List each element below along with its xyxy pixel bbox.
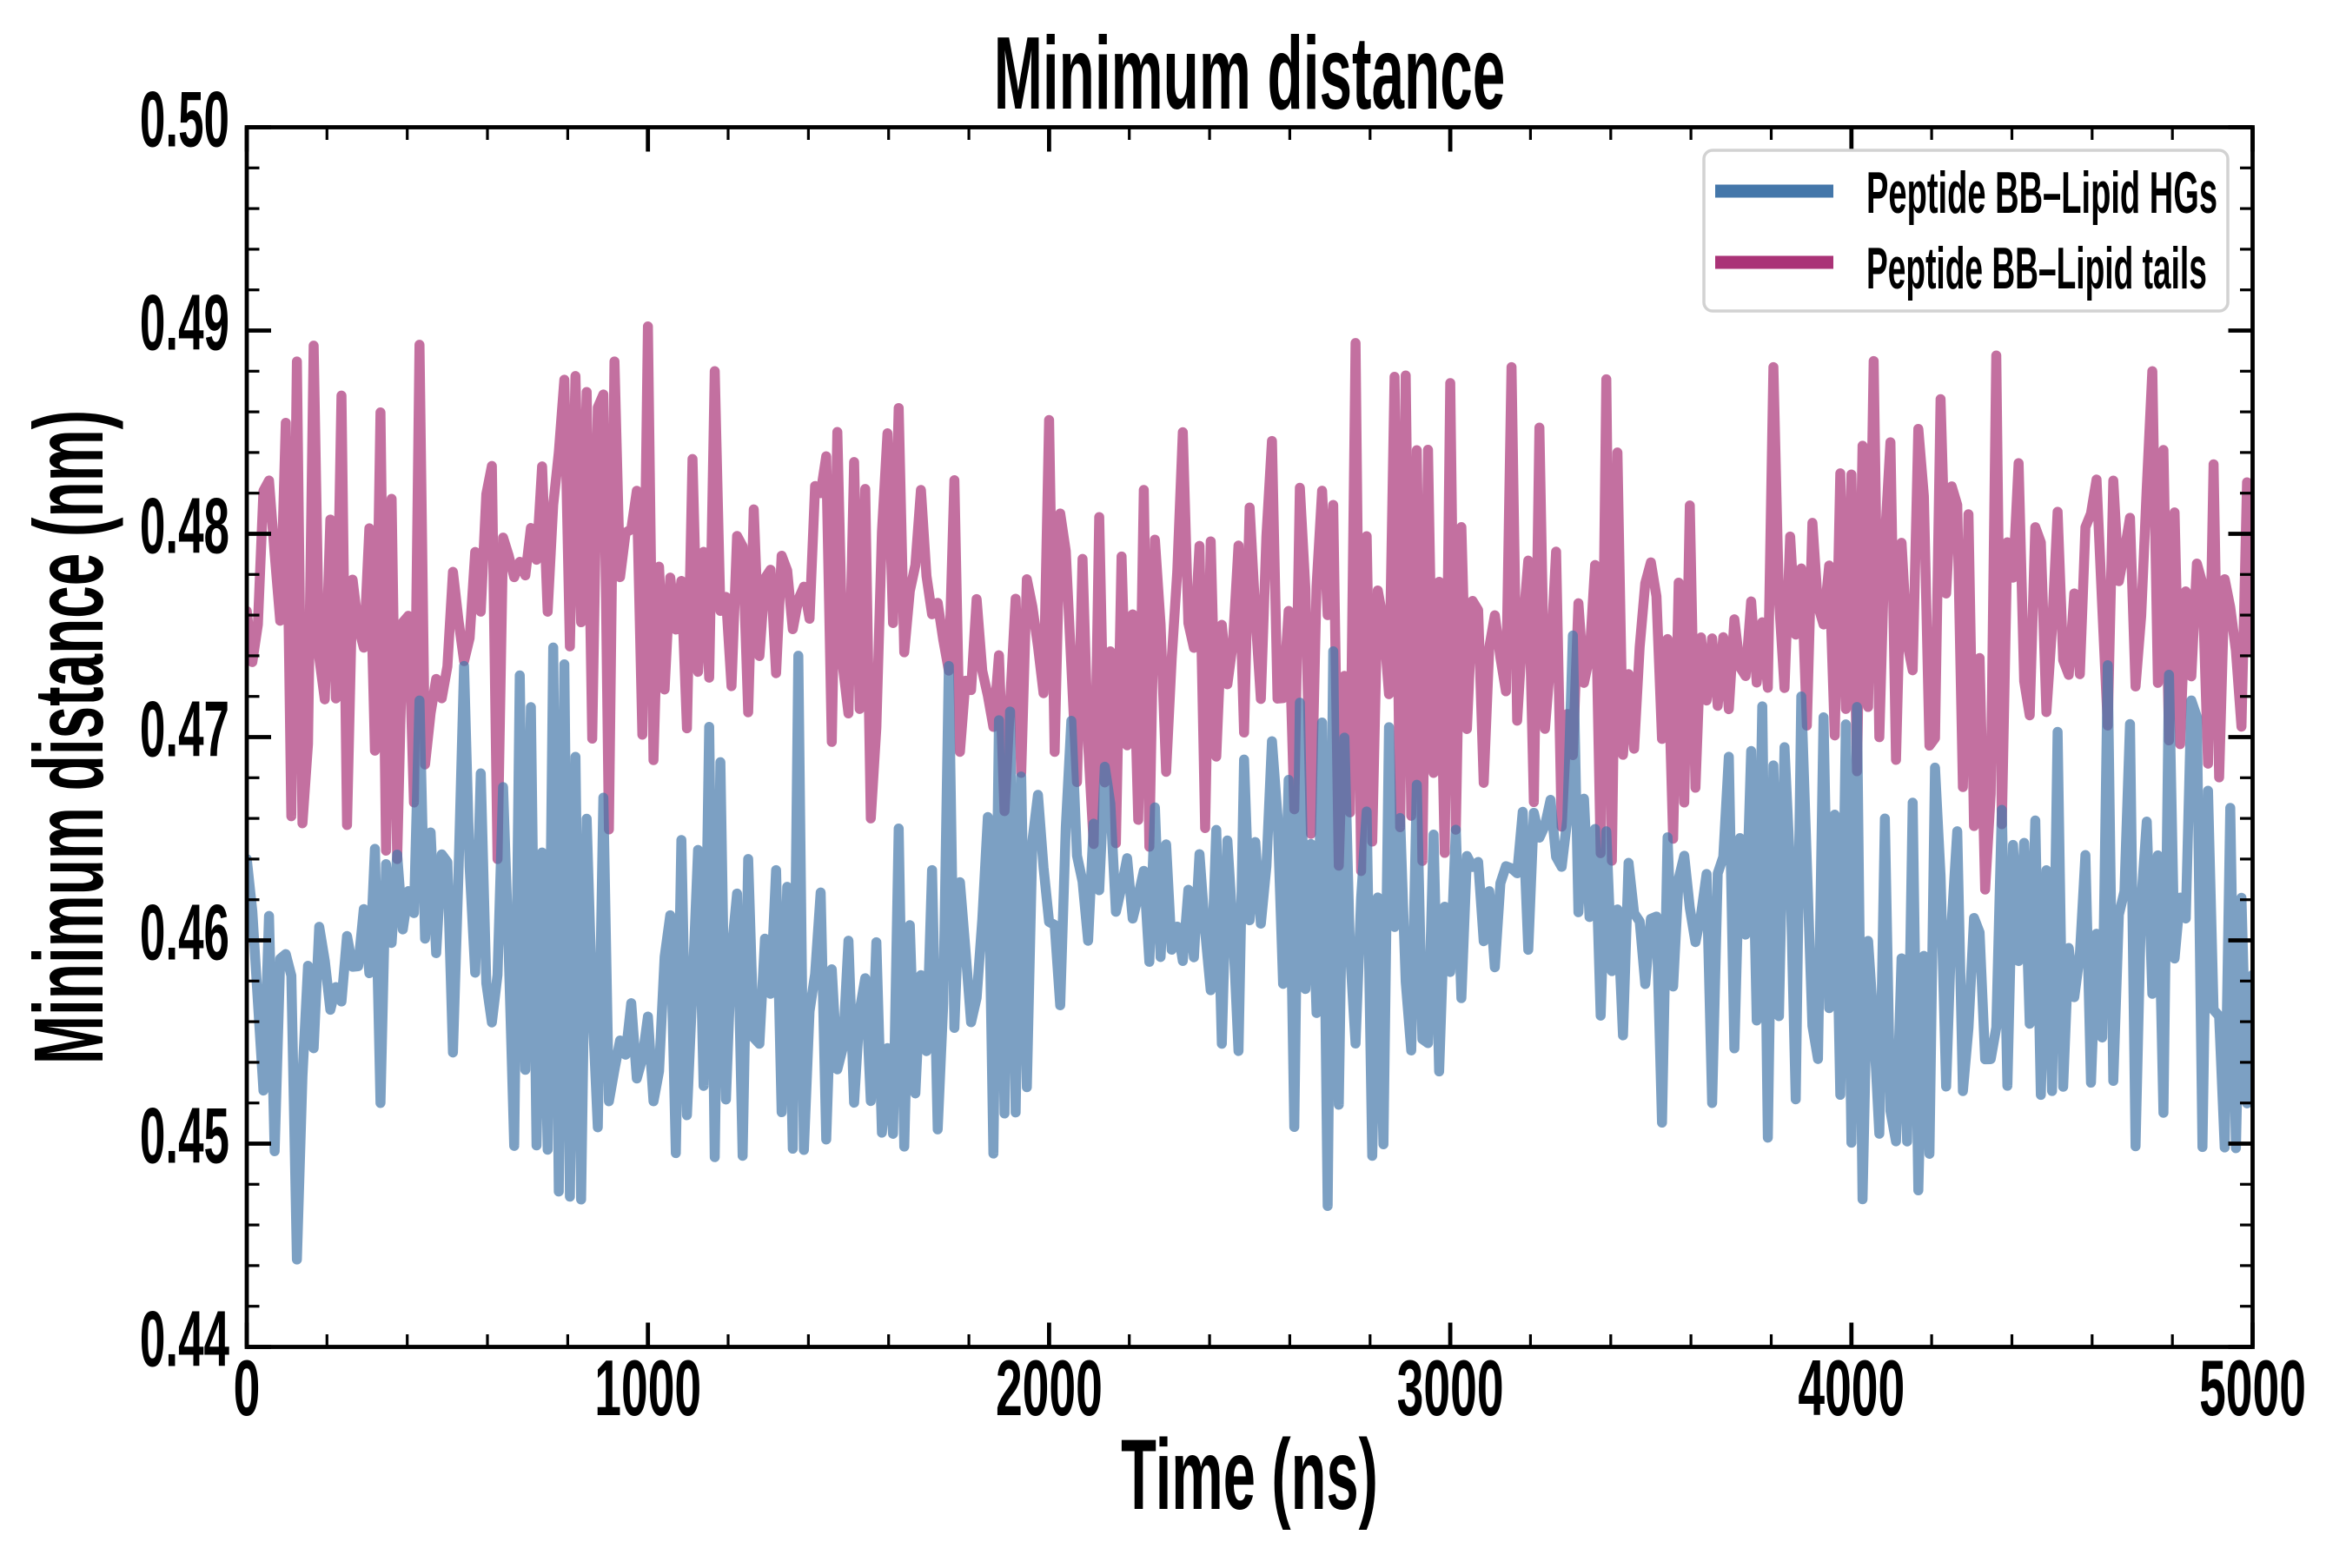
svg-text:2000: 2000 — [996, 1344, 1103, 1432]
svg-text:0.48: 0.48 — [140, 482, 229, 570]
svg-text:Minimum distance (nm): Minimum distance (nm) — [14, 410, 123, 1064]
svg-text:0.49: 0.49 — [140, 279, 229, 367]
svg-text:Peptide BB–Lipid tails: Peptide BB–Lipid tails — [1866, 235, 2207, 301]
svg-text:Peptide BB–Lipid HGs: Peptide BB–Lipid HGs — [1866, 159, 2217, 226]
svg-text:4000: 4000 — [1798, 1344, 1905, 1432]
svg-text:0.47: 0.47 — [140, 685, 229, 773]
svg-text:3000: 3000 — [1397, 1344, 1504, 1432]
svg-text:Time (ns): Time (ns) — [1121, 1419, 1378, 1530]
svg-text:0.45: 0.45 — [140, 1092, 229, 1180]
svg-text:1000: 1000 — [594, 1344, 701, 1432]
svg-text:0.44: 0.44 — [140, 1295, 229, 1383]
svg-text:0.46: 0.46 — [140, 889, 229, 976]
svg-text:0.50: 0.50 — [140, 76, 229, 163]
svg-text:5000: 5000 — [2199, 1344, 2306, 1432]
svg-text:Minimum distance: Minimum distance — [994, 16, 1506, 131]
svg-text:0: 0 — [234, 1344, 261, 1432]
